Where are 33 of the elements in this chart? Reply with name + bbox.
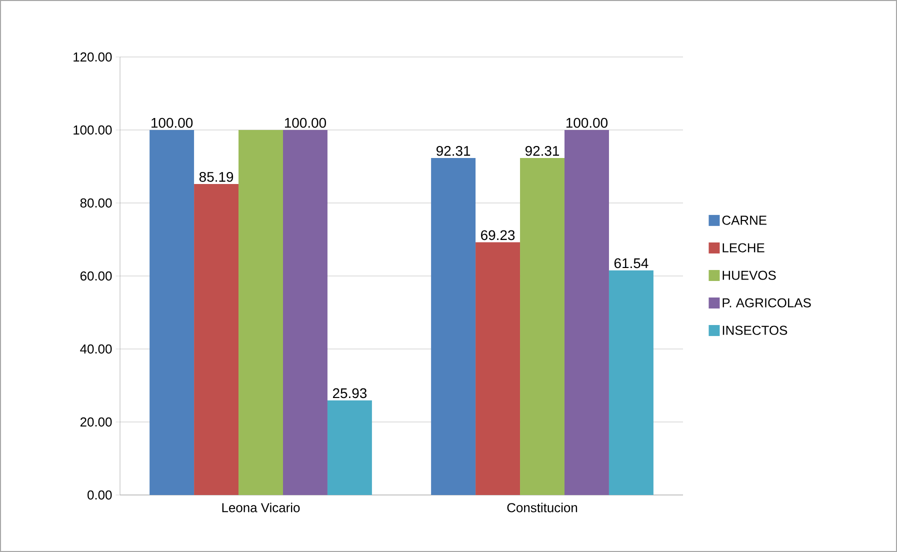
bar: [564, 130, 609, 495]
legend-label: LECHE: [722, 243, 764, 252]
data-label: 100.00: [566, 118, 608, 128]
bar: [476, 242, 520, 495]
y-tick-label: 80.00: [80, 198, 112, 208]
legend-label: CARNE: [722, 216, 766, 225]
bar: [608, 270, 654, 495]
legend-label: P. AGRICOLAS: [722, 298, 811, 308]
bar: [238, 130, 283, 495]
y-tick-label: 120.00: [74, 52, 112, 62]
bar: [327, 400, 372, 495]
bar: [194, 184, 239, 495]
bar: [431, 158, 476, 495]
bar: [283, 130, 328, 495]
legend-label: INSECTOS: [722, 326, 788, 335]
data-label: 25.93: [332, 388, 367, 398]
data-label: 69.23: [481, 230, 515, 240]
y-tick-label: 20.00: [80, 417, 112, 427]
data-label: 92.31: [436, 146, 470, 156]
x-tick-label: Constitucion: [507, 502, 578, 512]
y-tick-label: 40.00: [80, 344, 112, 354]
legend-label: HUEVOS: [722, 270, 776, 280]
data-label: 100.00: [152, 118, 193, 128]
y-tick-label: 60.00: [80, 271, 112, 281]
data-label: 85.19: [199, 172, 234, 182]
y-tick-label: 0.00: [88, 490, 112, 500]
x-tick-label: Leona Vicario: [222, 502, 300, 512]
y-tick-label: 100.00: [74, 125, 112, 135]
data-label: 92.31: [525, 146, 560, 156]
bar: [520, 158, 564, 495]
bar: [150, 130, 194, 495]
data-label: 100.00: [284, 118, 326, 128]
data-label: 61.54: [614, 258, 648, 268]
